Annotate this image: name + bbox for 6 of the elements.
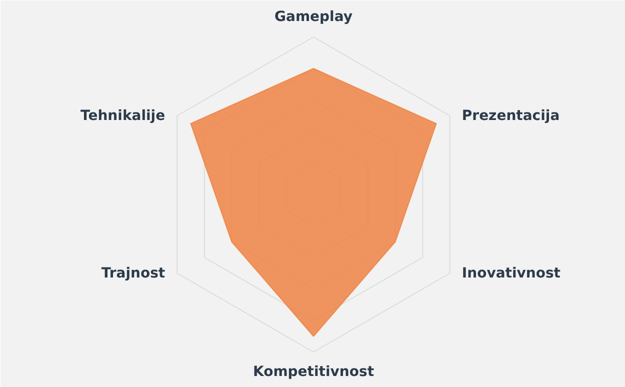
spoke-label: Trajnost — [101, 265, 166, 282]
spoke-label: Gameplay — [274, 9, 352, 25]
spoke-label: Kompetitivnost — [252, 364, 374, 380]
spoke-label: Prezentacija — [462, 108, 560, 124]
spoke-label: Inovativnost — [462, 265, 561, 282]
spoke-label: Tehnikalije — [80, 108, 166, 124]
